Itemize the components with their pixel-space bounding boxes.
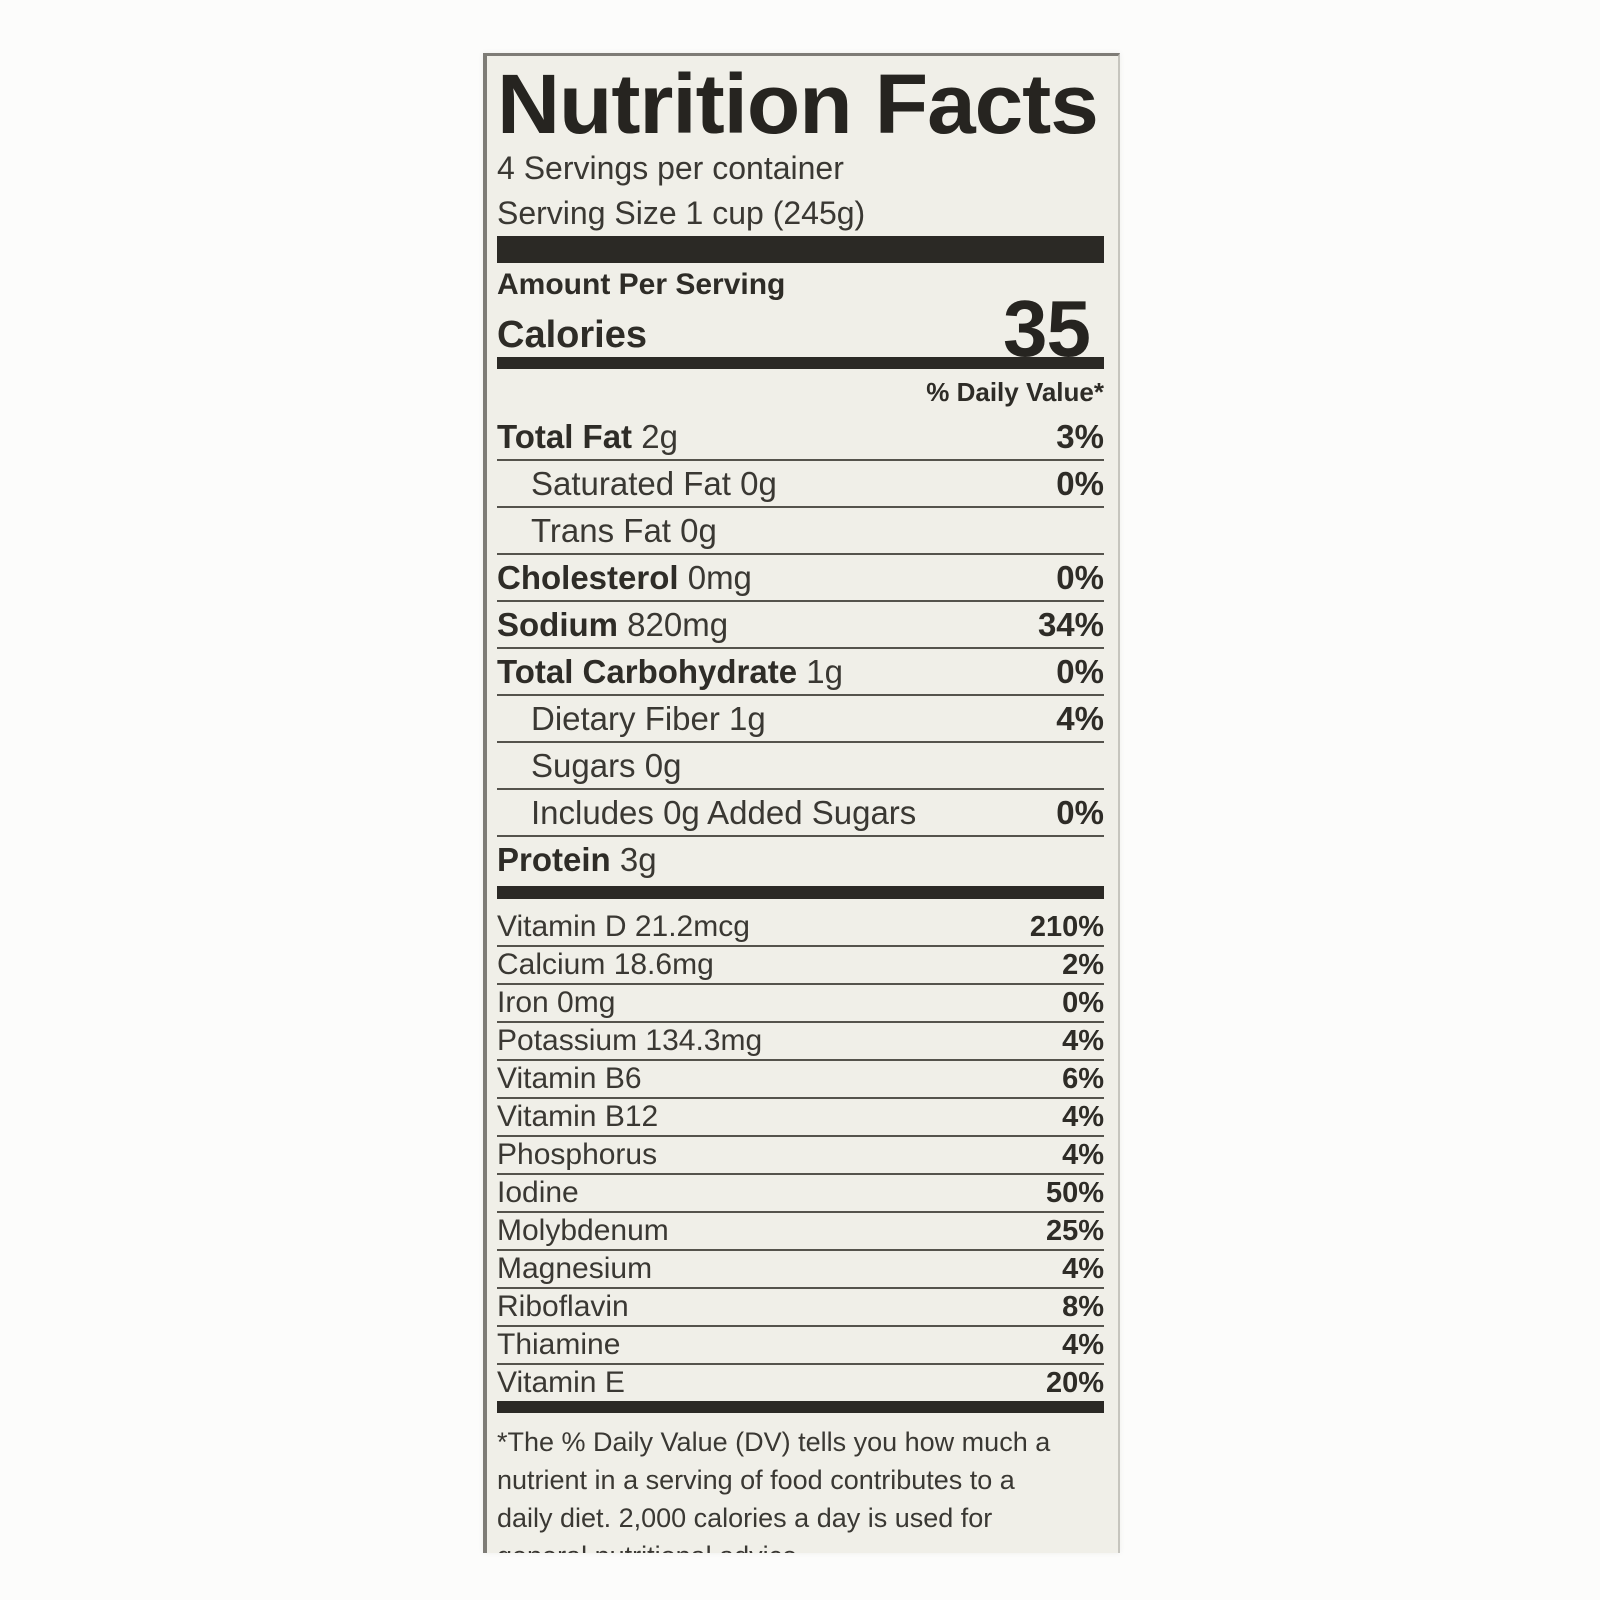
micronutrient-name: Molybdenum — [497, 1214, 669, 1247]
nutrient-table: Total Fat 2g 3% Saturated Fat 0g 0% Tran… — [497, 414, 1104, 882]
serving-size: Serving Size 1 cup (245g) — [497, 195, 866, 231]
nutrient-row: Includes 0g Added Sugars 0% — [497, 790, 1104, 837]
micronutrient-name: Iron 0mg — [497, 986, 616, 1019]
micronutrient-name: Vitamin B12 — [497, 1100, 659, 1133]
nutrient-name: Protein — [497, 841, 611, 878]
micronutrient-daily-value: 4% — [1062, 1329, 1104, 1361]
nutrient-daily-value: 0% — [1056, 465, 1104, 502]
micronutrient-daily-value: 8% — [1062, 1291, 1104, 1323]
nutrient-amount: 3g — [610, 841, 657, 878]
nutrient-name: Cholesterol — [497, 559, 679, 596]
nutrition-facts-title: Nutrition Facts — [497, 57, 1099, 151]
nutrient-name: Total Carbohydrate — [497, 653, 798, 690]
nutrient-name: Includes 0g Added Sugars — [531, 794, 917, 831]
calories-value: 35 — [1003, 284, 1091, 373]
micronutrient-name: Magnesium — [497, 1252, 653, 1285]
micronutrient-row: Molybdenum 25% — [497, 1213, 1104, 1251]
micronutrient-daily-value: 20% — [1045, 1367, 1104, 1399]
nutrient-row: Protein 3g — [497, 837, 1104, 882]
micronutrient-name: Iodine — [497, 1176, 579, 1209]
separator-bar-medium — [497, 886, 1104, 899]
nutrient-daily-value: 0% — [1056, 559, 1104, 596]
nutrient-row: Total Carbohydrate 1g 0% — [497, 649, 1104, 696]
micronutrient-daily-value: 4% — [1062, 1139, 1104, 1171]
nutrient-amount: 0mg — [678, 559, 752, 596]
micronutrient-name: Riboflavin — [497, 1290, 629, 1323]
nutrient-name: Sodium — [497, 606, 618, 643]
footnote-line: daily diet. 2,000 calories a day is used… — [497, 1503, 993, 1533]
nutrient-amount: 2g — [632, 418, 678, 455]
amount-per-serving-label: Amount Per Serving — [497, 268, 786, 301]
micronutrient-row: Phosphorus 4% — [497, 1137, 1104, 1175]
nutrient-daily-value: 0% — [1056, 794, 1104, 831]
micronutrient-row: Iodine 50% — [497, 1175, 1104, 1213]
micronutrient-row: Vitamin D 21.2mcg 210% — [497, 909, 1104, 947]
micronutrient-row: Vitamin B6 6% — [497, 1061, 1104, 1099]
micronutrient-row: Vitamin B12 4% — [497, 1099, 1104, 1137]
micronutrient-name: Thiamine — [497, 1328, 621, 1361]
nutrient-amount: 0g — [670, 512, 717, 549]
micronutrient-daily-value: 4% — [1062, 1101, 1104, 1133]
micronutrient-name: Vitamin E — [497, 1366, 625, 1399]
nutrient-amount: 0g — [730, 465, 777, 502]
calories-label: Calories — [497, 314, 647, 356]
micronutrient-daily-value: 0% — [1062, 987, 1104, 1019]
nutrient-amount: 820mg — [618, 606, 729, 643]
nutrient-amount: 1g — [719, 700, 766, 737]
nutrient-name: Dietary Fiber — [531, 700, 720, 737]
calories-row: Calories 35 — [497, 284, 1104, 373]
separator-bar-thick — [497, 236, 1104, 263]
micronutrient-daily-value: 2% — [1062, 949, 1104, 981]
micronutrient-name: Vitamin D 21.2mcg — [497, 910, 750, 943]
servings-per-container: 4 Servings per container — [497, 150, 844, 186]
micronutrient-daily-value: 25% — [1045, 1215, 1104, 1247]
nutrient-row: Sodium 820mg 34% — [497, 602, 1104, 649]
nutrient-name: Saturated Fat — [531, 465, 731, 502]
nutrient-amount: 0g — [635, 747, 682, 784]
footnote-line: *The % Daily Value (DV) tells you how mu… — [497, 1427, 1051, 1457]
nutrient-name: Trans Fat — [531, 512, 671, 549]
nutrient-row: Total Fat 2g 3% — [497, 414, 1104, 461]
micronutrient-row: Magnesium 4% — [497, 1251, 1104, 1289]
separator-bar-medium — [497, 1401, 1104, 1413]
nutrient-amount: 1g — [797, 653, 843, 690]
micronutrient-row: Calcium 18.6mg 2% — [497, 947, 1104, 985]
daily-value-header: % Daily Value* — [926, 377, 1104, 407]
micronutrient-row: Potassium 134.3mg 4% — [497, 1023, 1104, 1061]
nutrient-row: Dietary Fiber 1g 4% — [497, 696, 1104, 743]
separator-bar-medium — [497, 357, 1104, 369]
nutrition-facts-label: Nutrition Facts 4 Servings per container… — [483, 53, 1120, 1553]
nutrient-daily-value: 0% — [1056, 653, 1104, 690]
micronutrient-daily-value: 210% — [1029, 911, 1104, 943]
daily-value-footnote: *The % Daily Value (DV) tells you how mu… — [497, 1423, 1104, 1553]
micronutrient-daily-value: 50% — [1045, 1177, 1104, 1209]
micronutrient-daily-value: 4% — [1062, 1025, 1104, 1057]
micronutrient-name: Potassium 134.3mg — [497, 1024, 763, 1057]
micronutrient-name: Calcium 18.6mg — [497, 948, 714, 981]
micronutrient-daily-value: 4% — [1062, 1253, 1104, 1285]
micronutrient-name: Vitamin B6 — [497, 1062, 642, 1095]
micronutrient-name: Phosphorus — [497, 1138, 658, 1171]
micronutrient-daily-value: 6% — [1062, 1063, 1104, 1095]
micronutrient-row: Iron 0mg 0% — [497, 985, 1104, 1023]
nutrient-daily-value: 4% — [1056, 700, 1104, 737]
nutrient-row: Sugars 0g — [497, 743, 1104, 790]
micronutrient-row: Thiamine 4% — [497, 1327, 1104, 1365]
nutrient-name: Sugars — [531, 747, 636, 784]
serving-info: 4 Servings per container Serving Size 1 … — [497, 146, 1104, 236]
nutrient-row: Cholesterol 0mg 0% — [497, 555, 1104, 602]
micronutrient-row: Vitamin E 20% — [497, 1365, 1104, 1401]
nutrient-daily-value: 34% — [1037, 606, 1104, 643]
micronutrient-table: Vitamin D 21.2mcg 210% Calcium 18.6mg 2%… — [497, 909, 1104, 1401]
nutrient-row: Saturated Fat 0g 0% — [497, 461, 1104, 508]
nutrient-row: Trans Fat 0g — [497, 508, 1104, 555]
micronutrient-row: Riboflavin 8% — [497, 1289, 1104, 1327]
footnote-line: general nutritional advice — [497, 1537, 1104, 1553]
nutrient-daily-value: 3% — [1056, 418, 1104, 455]
nutrient-name: Total Fat — [497, 418, 633, 455]
footnote-line: nutrient in a serving of food contribute… — [497, 1465, 1015, 1495]
